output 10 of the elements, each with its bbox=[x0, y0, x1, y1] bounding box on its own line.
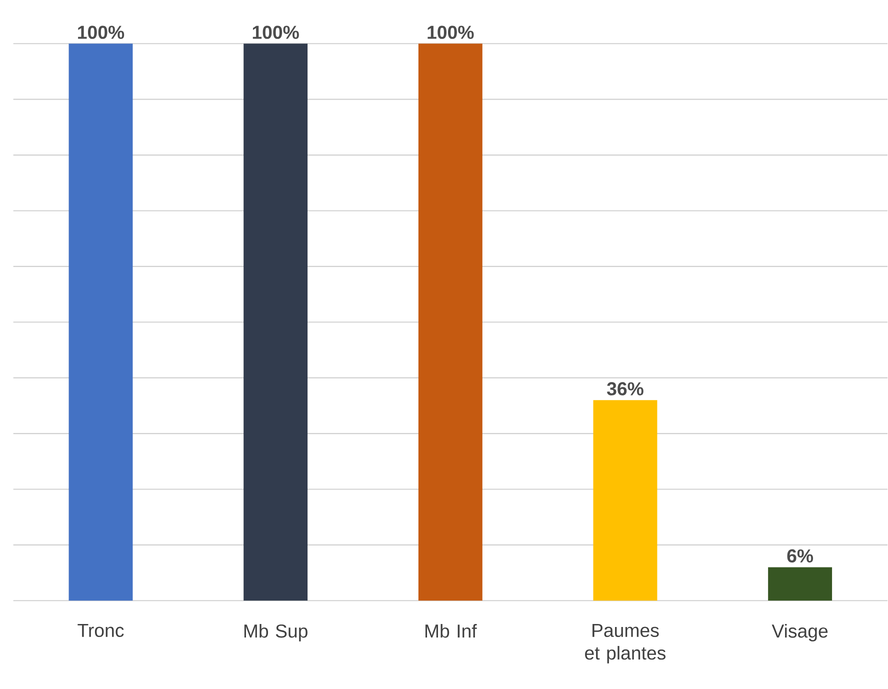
data-label: 100% bbox=[428, 26, 474, 40]
data-label: 100% bbox=[78, 26, 124, 40]
data-label: 6% bbox=[787, 549, 814, 563]
x-tick-label: Tronc bbox=[78, 624, 124, 638]
x-tick-label: Visage bbox=[772, 624, 828, 642]
data-label: 100% bbox=[252, 26, 299, 40]
x-tick-label: Paumes et plantes bbox=[585, 624, 666, 664]
data-label: 36% bbox=[606, 382, 644, 396]
x-tick-label: Mb Inf bbox=[425, 624, 477, 638]
x-tick-label: Mb Sup bbox=[244, 624, 308, 642]
